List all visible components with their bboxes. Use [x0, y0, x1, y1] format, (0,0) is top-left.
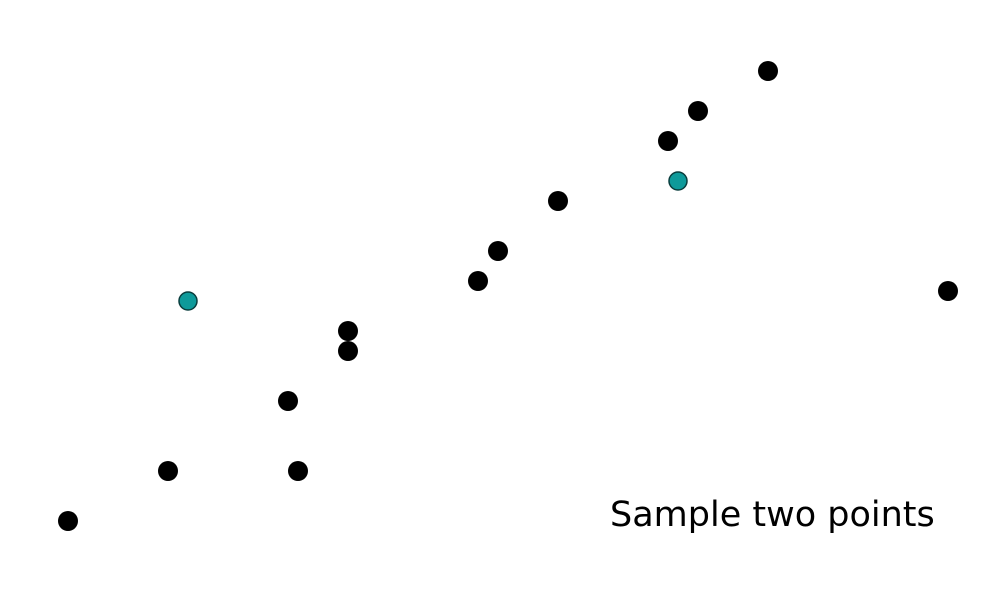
caption-text: Sample two points	[610, 495, 935, 535]
data-point	[288, 461, 308, 481]
data-point	[548, 191, 568, 211]
data-point	[278, 391, 298, 411]
data-point	[338, 341, 358, 361]
data-point	[338, 321, 358, 341]
data-point	[158, 461, 178, 481]
data-point	[468, 271, 488, 291]
data-point	[688, 101, 708, 121]
data-point	[758, 61, 778, 81]
points-layer	[58, 61, 958, 531]
data-point	[938, 281, 958, 301]
data-point	[658, 131, 678, 151]
sampled-point	[668, 171, 688, 191]
data-point	[58, 511, 78, 531]
data-point	[488, 241, 508, 261]
sampled-point	[178, 291, 198, 311]
